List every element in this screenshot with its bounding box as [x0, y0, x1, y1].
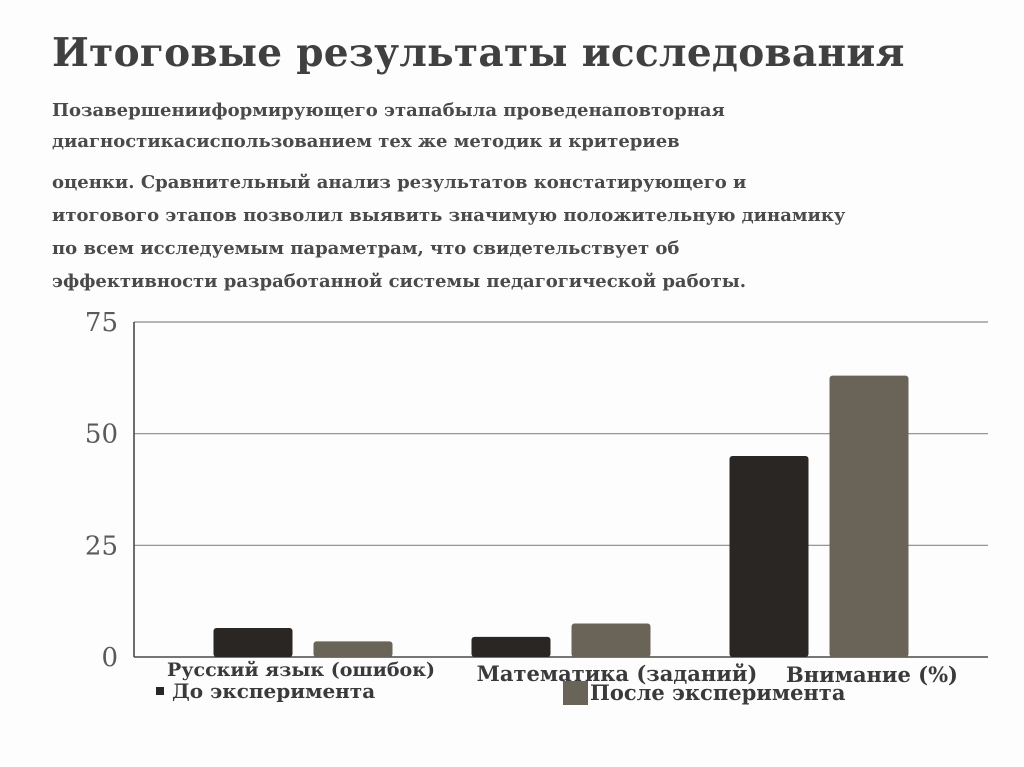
- bar-before: [729, 456, 809, 657]
- legend-label-before: До эксперимента: [172, 679, 376, 703]
- paragraph-line: по всем исследуемым параметрам, что свид…: [52, 238, 680, 259]
- slide-title: Итоговые результаты исследования: [52, 30, 905, 76]
- y-tick-label: 75: [85, 308, 118, 338]
- x-category-label: Внимание (%): [786, 662, 958, 687]
- y-tick-label: 0: [101, 643, 118, 673]
- bar-chart: 0 25 50 75 Русский язык (ошибок) Математика (…: [85, 308, 988, 687]
- legend-item-after: После эксперимента: [563, 680, 845, 705]
- x-category-label: Математика (заданий): [477, 661, 758, 686]
- y-tick-label: 50: [85, 420, 118, 450]
- bar-before: [213, 627, 293, 657]
- legend-swatch-before: [156, 687, 164, 695]
- bar-after: [313, 641, 393, 657]
- paragraph-line: Позавершенииформирующего этапабыла прове…: [52, 100, 725, 121]
- legend-swatch-after: [563, 680, 588, 705]
- paragraph-line: итогового этапов позволил выявить значим…: [52, 205, 846, 226]
- paragraph-body: оценки. Сравнительный анализ результатов…: [52, 166, 845, 298]
- legend-item-before: До эксперимента: [156, 679, 375, 703]
- x-category-label: Русский язык (ошибок): [167, 659, 435, 681]
- paragraph-line: эффективности разработанной системы педа…: [52, 271, 747, 292]
- bar-before: [471, 636, 551, 657]
- bar-after: [829, 375, 909, 657]
- paragraph-intro: Позавершенииформирующего этапабыла прове…: [52, 95, 725, 157]
- legend-label-after: После эксперимента: [590, 680, 846, 705]
- paragraph-line: диагностикасиспользованием тех же методи…: [52, 131, 680, 152]
- y-tick-label: 25: [85, 531, 118, 561]
- bar-after: [571, 623, 651, 657]
- paragraph-line: оценки. Сравнительный анализ результатов…: [52, 172, 747, 193]
